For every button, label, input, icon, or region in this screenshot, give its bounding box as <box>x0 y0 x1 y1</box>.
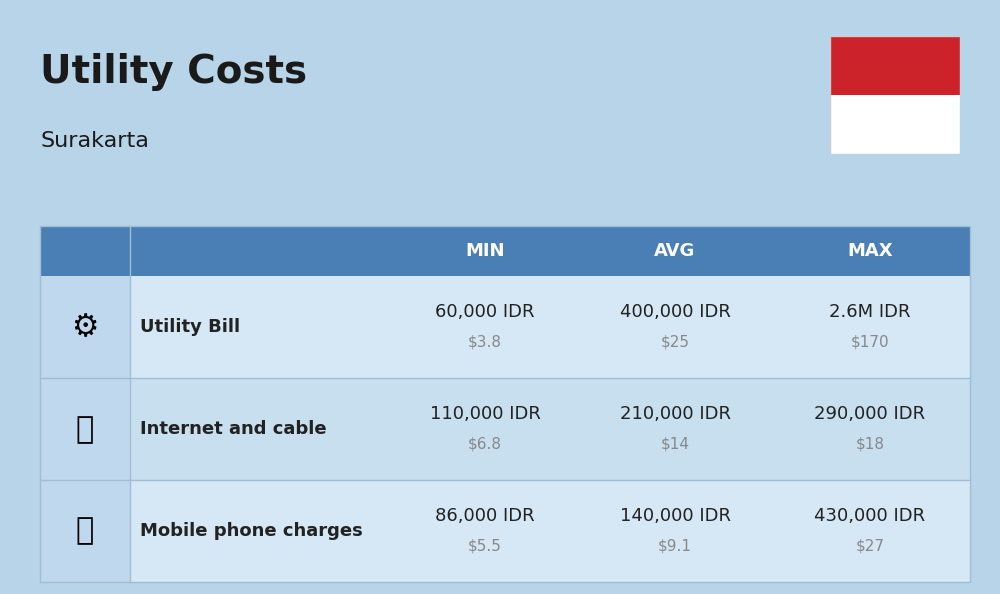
Bar <box>390 378 580 480</box>
Text: 140,000 IDR: 140,000 IDR <box>620 507 730 525</box>
Text: 📶: 📶 <box>76 415 94 444</box>
Bar <box>40 480 130 582</box>
Text: AVG: AVG <box>654 242 696 260</box>
Bar <box>130 378 390 480</box>
Bar <box>390 276 580 378</box>
Text: 📱: 📱 <box>76 517 94 546</box>
Text: $14: $14 <box>660 437 690 451</box>
Bar <box>580 276 770 378</box>
Bar <box>770 378 970 480</box>
Text: 290,000 IDR: 290,000 IDR <box>814 405 926 424</box>
Text: $170: $170 <box>851 334 889 349</box>
Bar <box>770 226 970 276</box>
Text: MAX: MAX <box>847 242 893 260</box>
Bar <box>40 378 130 480</box>
Text: 110,000 IDR: 110,000 IDR <box>430 405 540 424</box>
Text: Mobile phone charges: Mobile phone charges <box>140 522 363 540</box>
Text: 2.6M IDR: 2.6M IDR <box>829 304 911 321</box>
Bar <box>130 226 390 276</box>
Text: Utility Bill: Utility Bill <box>140 318 240 336</box>
Text: $5.5: $5.5 <box>468 539 502 554</box>
Text: 400,000 IDR: 400,000 IDR <box>620 304 730 321</box>
Text: $9.1: $9.1 <box>658 539 692 554</box>
Bar <box>770 276 970 378</box>
Bar <box>130 480 390 582</box>
Text: 86,000 IDR: 86,000 IDR <box>435 507 535 525</box>
Text: Internet and cable: Internet and cable <box>140 420 327 438</box>
Text: $25: $25 <box>660 334 690 349</box>
Bar <box>130 276 390 378</box>
FancyBboxPatch shape <box>830 36 960 95</box>
Bar <box>580 226 770 276</box>
Text: Surakarta: Surakarta <box>40 131 149 151</box>
Text: 210,000 IDR: 210,000 IDR <box>620 405 730 424</box>
Text: ⚙: ⚙ <box>71 312 99 342</box>
Text: Utility Costs: Utility Costs <box>40 53 307 91</box>
Text: 430,000 IDR: 430,000 IDR <box>814 507 926 525</box>
Bar <box>40 226 970 582</box>
Bar <box>40 276 130 378</box>
Text: MIN: MIN <box>465 242 505 260</box>
Text: $27: $27 <box>856 539 885 554</box>
Bar <box>770 480 970 582</box>
Bar <box>580 378 770 480</box>
Text: $18: $18 <box>856 437 885 451</box>
Bar <box>390 226 580 276</box>
Text: 60,000 IDR: 60,000 IDR <box>435 304 535 321</box>
Bar <box>390 480 580 582</box>
Text: $6.8: $6.8 <box>468 437 502 451</box>
Text: $3.8: $3.8 <box>468 334 502 349</box>
FancyBboxPatch shape <box>830 95 960 154</box>
Bar <box>580 480 770 582</box>
Bar <box>40 226 130 276</box>
